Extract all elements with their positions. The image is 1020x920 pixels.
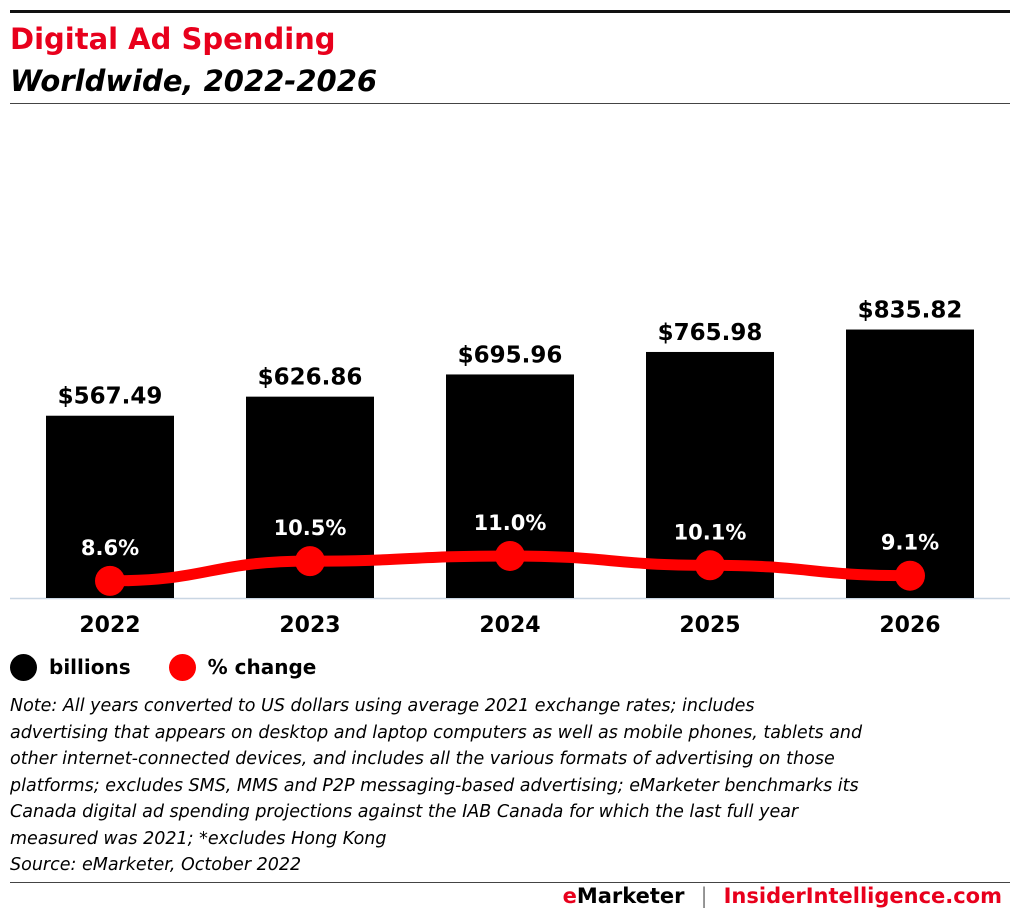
bar-line-chart: $567.49 2022 $626.86 2023 $695.96 2024 $765.98… — [10, 298, 1010, 638]
x-tick-label: 2025 — [679, 613, 740, 638]
percent-change-point — [695, 550, 725, 581]
legend-item-percent-change: % change — [168, 653, 317, 681]
note-line: measured was 2021; *excludes Hong Kong — [10, 828, 387, 849]
legend-label-percent-change: % change — [207, 655, 317, 679]
subtitle-rule — [10, 103, 1010, 104]
note-line: Note: All years converted to US dollars … — [10, 696, 755, 716]
percent-change-point — [895, 560, 925, 591]
footer-brand: eMarketer | InsiderIntelligence.com — [563, 884, 1002, 908]
percent-change-point — [295, 546, 325, 577]
percent-change-label: 9.1% — [881, 531, 939, 555]
note-line: advertising that appears on desktop and … — [10, 722, 863, 743]
percent-change-label: 10.1% — [674, 520, 747, 544]
footer-site-link[interactable]: InsiderIntelligence.com — [723, 884, 1002, 908]
note-line: platforms; excludes SMS, MMS and P2P mes… — [10, 775, 859, 796]
chart-subtitle: Worldwide, 2022-2026 — [10, 64, 378, 98]
top-rule — [10, 10, 1010, 13]
percent-change-label: 10.5% — [274, 516, 347, 540]
brand-emarketer-e: e — [562, 884, 577, 908]
source-line: Source: eMarketer, October 2022 — [10, 855, 302, 875]
chart-notes: Note: All years converted to US dollars … — [10, 693, 1010, 879]
legend-swatch-percent-change — [168, 653, 196, 681]
legend-label-billions: billions — [49, 655, 131, 679]
bar-value-label: $626.86 — [258, 365, 363, 391]
note-line: other internet-connected devices, and in… — [10, 749, 835, 769]
x-tick-label: 2023 — [279, 613, 340, 638]
brand-emarketer-rest: Marketer — [576, 884, 685, 908]
footer-separator: | — [700, 884, 708, 908]
percent-change-label: 8.6% — [81, 536, 139, 560]
percent-change-label: 11.0% — [474, 511, 547, 535]
chart-title: Digital Ad Spending — [10, 22, 336, 56]
x-tick-label: 2024 — [479, 613, 540, 638]
x-tick-label: 2026 — [879, 613, 940, 638]
note-line: Canada digital ad spending projections a… — [10, 802, 799, 822]
footer-rule — [10, 882, 1010, 883]
legend-item-billions: billions — [10, 653, 131, 681]
bar — [846, 329, 974, 598]
bar-value-label: $695.96 — [458, 342, 563, 368]
bar-value-label: $567.49 — [58, 384, 163, 410]
x-tick-label: 2022 — [79, 613, 140, 638]
bar-value-label: $835.82 — [858, 298, 963, 324]
percent-change-point — [495, 540, 525, 571]
percent-change-point — [95, 565, 125, 596]
bar-value-label: $765.98 — [658, 320, 763, 346]
legend-swatch-billions — [10, 653, 37, 681]
legend: billions % change — [10, 652, 354, 682]
